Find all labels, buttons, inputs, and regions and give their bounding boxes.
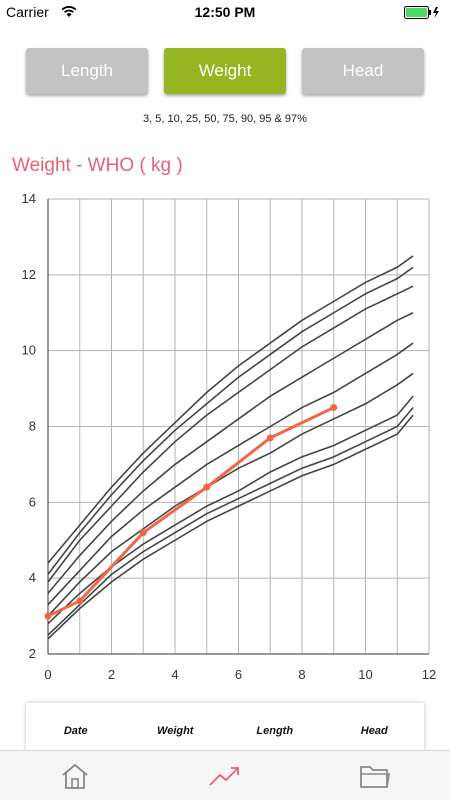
y-tick-label: 12 xyxy=(22,267,36,282)
tab-folder[interactable] xyxy=(300,751,450,800)
percentile-curve xyxy=(47,407,414,636)
x-tick-label: 4 xyxy=(171,667,178,682)
y-tick-label: 4 xyxy=(29,570,36,585)
x-tick-label: 8 xyxy=(298,667,305,682)
y-tick-label: 6 xyxy=(29,494,36,509)
carrier-label: Carrier xyxy=(6,4,49,20)
folder-icon xyxy=(360,766,390,788)
head-tab-button[interactable]: Head xyxy=(302,48,424,94)
percentile-curve xyxy=(47,372,414,617)
child-weight-point xyxy=(76,597,84,605)
child-weight-point xyxy=(44,612,52,620)
length-tab-button[interactable]: Length xyxy=(26,48,148,94)
header-head: Head xyxy=(360,725,388,737)
header-date: Date xyxy=(63,725,88,737)
tab-chart[interactable] xyxy=(150,751,300,800)
percentile-curve xyxy=(47,285,414,583)
trend-chart-icon xyxy=(209,767,239,786)
header-length: Length xyxy=(256,725,294,737)
y-tick-label: 8 xyxy=(29,419,36,434)
child-weight-point xyxy=(203,483,211,491)
x-tick-label: 0 xyxy=(44,667,51,682)
child-weight-point xyxy=(266,434,274,442)
y-tick-label: 14 xyxy=(22,191,36,206)
x-tick-label: 10 xyxy=(358,667,372,682)
percentile-curve xyxy=(47,414,414,640)
status-time: 12:50 PM xyxy=(194,4,256,20)
weight-tab-button[interactable]: Weight xyxy=(164,48,286,94)
child-weight-line xyxy=(47,406,335,618)
percentile-curve xyxy=(47,342,414,606)
percentile-curve xyxy=(47,266,414,575)
wifi-icon xyxy=(61,6,77,17)
percentile-curve xyxy=(47,255,414,564)
x-tick-label: 6 xyxy=(235,667,242,682)
y-tick-label: 10 xyxy=(22,343,36,358)
child-weight-point xyxy=(330,404,338,412)
percentile-curve xyxy=(47,312,414,594)
status-bar: Carrier 12:50 PM xyxy=(0,0,450,26)
chart-title: Weight - WHO ( kg ) xyxy=(12,155,183,176)
x-tick-label: 12 xyxy=(422,667,436,682)
percentile-note: 3, 5, 10, 25, 50, 75, 90, 95 & 97% xyxy=(143,113,307,125)
home-icon xyxy=(62,764,88,789)
battery-icon xyxy=(404,6,439,19)
header-weight: Weight xyxy=(157,725,194,737)
bottom-tab-bar xyxy=(0,750,450,800)
table-header-row: Date Weight Length Head xyxy=(26,725,424,737)
y-tick-label: 2 xyxy=(29,646,36,661)
tab-home[interactable] xyxy=(0,751,150,800)
x-tick-label: 2 xyxy=(108,667,115,682)
child-weight-point xyxy=(139,529,147,537)
